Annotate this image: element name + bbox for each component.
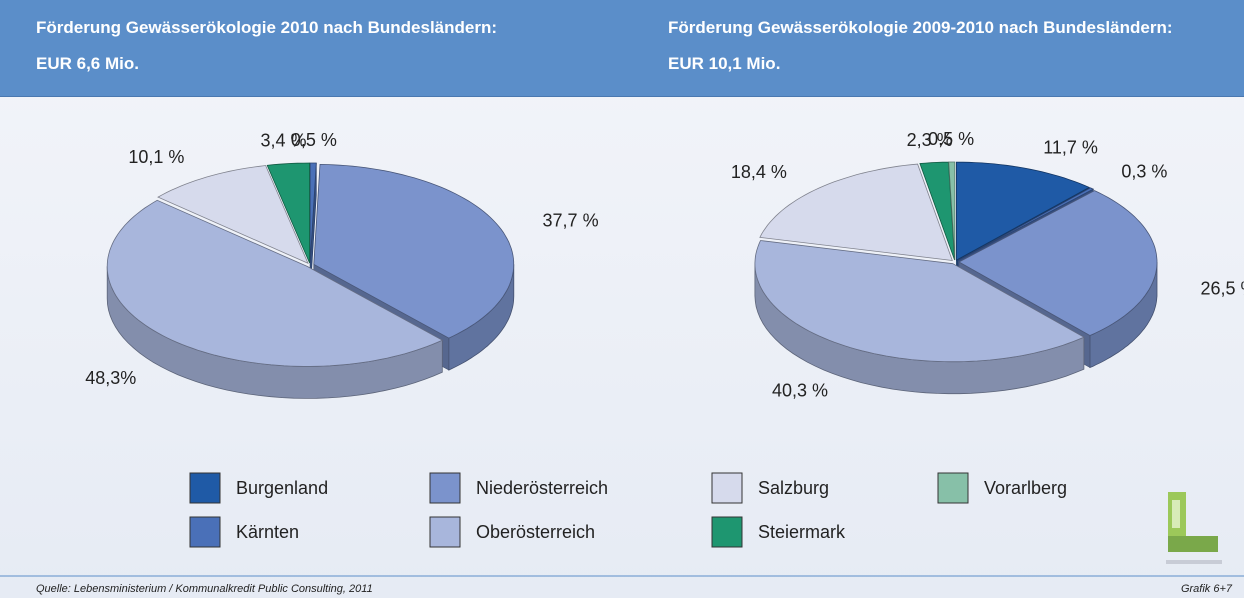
legend-label: Burgenland bbox=[236, 478, 328, 498]
data-label: 26,5 % bbox=[1201, 278, 1244, 298]
slice bbox=[957, 187, 1095, 261]
slice bbox=[956, 161, 1091, 261]
legend-label: Salzburg bbox=[758, 478, 829, 498]
graphic-number: Grafik 6+7 bbox=[1181, 583, 1233, 595]
slice bbox=[313, 163, 515, 339]
legend-label: Kärnten bbox=[236, 522, 299, 542]
legend-label: Oberösterreich bbox=[476, 522, 595, 542]
slice bbox=[157, 165, 309, 265]
slice bbox=[309, 162, 317, 264]
legend-swatch bbox=[189, 516, 221, 548]
chart-title: Förderung Gewässerökologie 2009-2010 nac… bbox=[668, 18, 1173, 73]
slice bbox=[754, 240, 1085, 363]
header-band bbox=[0, 0, 1244, 97]
slice bbox=[948, 161, 956, 261]
data-label: 0,5 % bbox=[928, 129, 974, 149]
legend-swatch bbox=[189, 472, 221, 504]
legend-swatch bbox=[429, 516, 461, 548]
source: Quelle: Lebensministerium / Kommunalkred… bbox=[36, 583, 373, 595]
slice bbox=[106, 199, 444, 367]
legend-swatch bbox=[711, 472, 743, 504]
data-label: 2,3 % bbox=[907, 130, 953, 150]
data-label: 3,4 % bbox=[261, 130, 307, 150]
legend-swatch bbox=[711, 516, 743, 548]
data-label: 0,3 % bbox=[1121, 161, 1167, 181]
data-label: 10,1 % bbox=[128, 147, 184, 167]
data-label: 37,7 % bbox=[543, 211, 599, 231]
legend-swatch bbox=[429, 472, 461, 504]
data-label: 18,4 % bbox=[731, 162, 787, 182]
legend-label: Steiermark bbox=[758, 522, 846, 542]
slice bbox=[958, 190, 1158, 336]
data-label: 48,3% bbox=[85, 368, 136, 388]
data-label: 11,7 % bbox=[1043, 137, 1098, 157]
legend-label: Vorarlberg bbox=[984, 478, 1067, 498]
legend-label: Niederösterreich bbox=[476, 478, 608, 498]
data-label: 0,5 % bbox=[291, 130, 337, 150]
slice bbox=[759, 163, 953, 261]
legend-swatch bbox=[937, 472, 969, 504]
slice bbox=[266, 162, 310, 264]
data-label: 40,3 % bbox=[772, 380, 828, 400]
slice bbox=[919, 161, 955, 261]
logo bbox=[1166, 492, 1222, 564]
chart-title: Förderung Gewässerökologie 2010 nach Bun… bbox=[36, 18, 498, 73]
